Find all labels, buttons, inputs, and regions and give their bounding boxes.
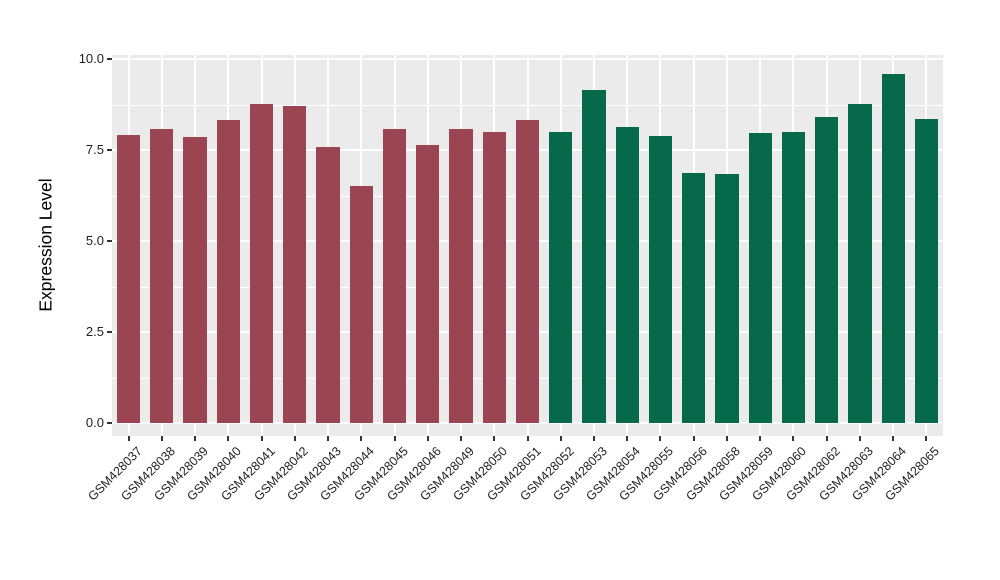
bar-GSM428065 xyxy=(914,119,938,423)
x-tick-mark xyxy=(260,436,263,441)
plot-panel xyxy=(112,55,943,436)
x-tick-mark xyxy=(725,436,728,441)
y-tick-mark xyxy=(107,422,112,424)
bar-GSM428044 xyxy=(349,185,373,423)
x-tick-mark xyxy=(659,436,662,441)
y-tick-mark xyxy=(107,58,112,60)
y-tick-label: 0.0 xyxy=(85,415,104,430)
bar-GSM428059 xyxy=(748,132,772,423)
y-tick-mark xyxy=(107,240,112,242)
y-tick-label: 10.0 xyxy=(78,51,104,66)
bar-GSM428052 xyxy=(549,131,573,423)
bar-GSM428045 xyxy=(382,128,407,423)
x-tick-mark xyxy=(393,436,396,441)
x-tick-mark xyxy=(293,436,296,441)
x-tick-mark xyxy=(460,436,463,441)
x-tick-mark xyxy=(526,436,529,441)
x-tick-mark xyxy=(194,436,197,441)
x-tick-mark xyxy=(626,436,629,441)
x-tick-mark xyxy=(327,436,330,441)
bar-GSM428064 xyxy=(881,74,905,423)
bar-GSM428062 xyxy=(815,117,839,423)
bar-GSM428050 xyxy=(482,132,506,423)
bar-GSM428040 xyxy=(216,120,240,423)
y-tick-mark xyxy=(107,331,112,333)
x-tick-mark xyxy=(792,436,795,441)
x-tick-mark xyxy=(892,436,895,441)
x-tick-mark xyxy=(426,436,429,441)
bar-GSM428051 xyxy=(515,119,540,423)
x-tick-mark xyxy=(559,436,562,441)
x-tick-mark xyxy=(360,436,363,441)
bar-GSM428060 xyxy=(781,131,806,423)
bar-GSM428055 xyxy=(648,135,673,423)
bar-GSM428056 xyxy=(682,172,706,423)
x-tick-mark xyxy=(493,436,496,441)
bar-GSM428038 xyxy=(150,128,174,423)
bar-GSM428049 xyxy=(449,129,473,423)
bar-GSM428063 xyxy=(848,103,872,423)
bar-GSM428042 xyxy=(283,106,307,423)
y-tick-label: 7.5 xyxy=(85,142,104,157)
bar-GSM428043 xyxy=(316,147,340,423)
x-tick-mark xyxy=(692,436,695,441)
x-tick-mark xyxy=(227,436,230,441)
x-tick-mark xyxy=(858,436,861,441)
y-axis-title: Expression Level xyxy=(35,178,56,312)
y-tick-label: 2.5 xyxy=(85,324,104,339)
x-tick-mark xyxy=(825,436,828,441)
bar-GSM428053 xyxy=(582,90,606,423)
y-tick-mark xyxy=(107,149,112,151)
bar-GSM428039 xyxy=(183,137,207,423)
bar-GSM428054 xyxy=(615,127,639,423)
bar-GSM428058 xyxy=(715,174,739,423)
bar-GSM428046 xyxy=(416,145,440,423)
y-tick-label: 5.0 xyxy=(85,233,104,248)
x-tick-mark xyxy=(127,436,130,441)
x-tick-mark xyxy=(592,436,595,441)
x-tick-mark xyxy=(759,436,762,441)
x-tick-mark xyxy=(160,436,163,441)
bar-GSM428037 xyxy=(116,135,141,423)
bar-GSM428041 xyxy=(249,104,274,423)
x-tick-mark xyxy=(925,436,928,441)
